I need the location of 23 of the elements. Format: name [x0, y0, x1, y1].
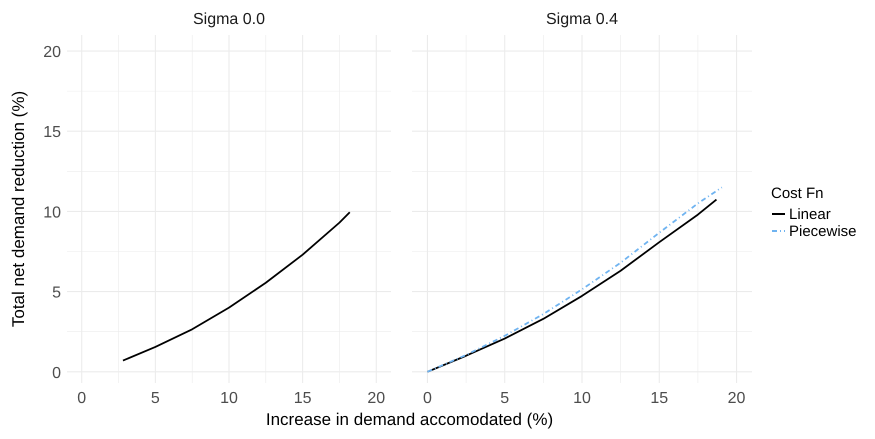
legend-title: Cost Fn	[771, 185, 824, 202]
y-tick-label: 15	[43, 124, 62, 142]
x-tick-label: 0	[423, 390, 432, 407]
y-tick-label: 5	[52, 284, 62, 302]
legend-label: Piecewise	[789, 223, 857, 240]
y-tick-label: 20	[43, 44, 62, 62]
y-axis-title: Total net demand reduction (%)	[9, 90, 28, 328]
y-tick-label: 10	[43, 204, 62, 222]
y-tick-label: 0	[52, 364, 62, 382]
x-tick-label: 10	[220, 390, 238, 407]
legend-label: Linear	[789, 206, 831, 223]
x-axis-title: Increase in demand accomodated (%)	[266, 410, 554, 429]
x-tick-label: 5	[500, 390, 510, 407]
x-tick-label: 0	[77, 390, 86, 407]
chart-title: Sigma 0.0	[192, 11, 266, 28]
x-tick-label: 20	[367, 390, 386, 407]
chart-title: Sigma 0.4	[546, 11, 618, 28]
x-tick-label: 10	[573, 390, 591, 407]
x-tick-label: 20	[728, 390, 746, 407]
line-series	[122, 211, 351, 362]
x-tick-label: 5	[150, 390, 160, 407]
x-tick-label: 15	[650, 390, 668, 407]
x-tick-label: 15	[294, 390, 312, 407]
